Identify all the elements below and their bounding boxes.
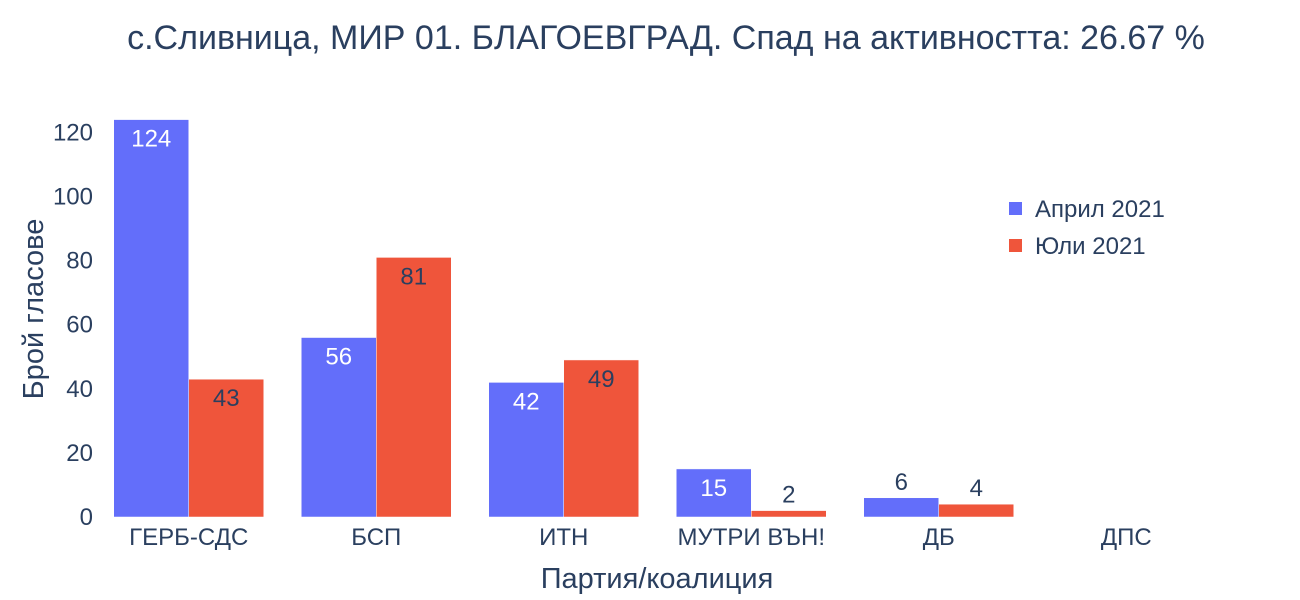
y-tick-label: 80 xyxy=(66,248,93,275)
y-axis-ticks: 0 20 40 60 80 100 120 xyxy=(53,119,93,531)
bar xyxy=(488,382,564,518)
x-tick-label: ДБ xyxy=(923,524,955,551)
bar xyxy=(376,257,452,518)
bar xyxy=(863,497,939,518)
bar xyxy=(676,468,752,518)
bar xyxy=(751,510,827,518)
bar-data-label: 15 xyxy=(700,475,727,502)
legend-swatch xyxy=(1009,239,1022,252)
bar xyxy=(188,378,264,518)
bar-data-label: 43 xyxy=(213,385,240,412)
bar xyxy=(938,503,1014,518)
bar xyxy=(113,119,189,518)
x-tick-label: ГЕРБ-СДС xyxy=(129,524,248,551)
bar-data-label: 6 xyxy=(895,469,908,496)
y-axis-title: Брой гласове xyxy=(18,219,50,400)
bar-data-label: 124 xyxy=(131,126,171,153)
bar-data-label: 4 xyxy=(970,475,983,502)
x-axis-ticks: ГЕРБ-СДС БСП ИТН МУТРИ ВЪН! ДБ ДПС xyxy=(129,524,1152,551)
bar-data-label: 81 xyxy=(400,263,427,290)
bar-labels: 124 43 56 81 42 49 15 2 6 4 xyxy=(131,126,983,509)
legend-item-label: Юли 2021 xyxy=(1035,233,1146,260)
y-tick-label: 0 xyxy=(80,504,93,531)
bar-data-label: 56 xyxy=(325,344,352,371)
bar-data-label: 49 xyxy=(588,366,615,393)
bar xyxy=(301,337,377,518)
x-tick-label: МУТРИ ВЪН! xyxy=(678,524,825,551)
bar-data-label: 42 xyxy=(513,388,540,415)
x-tick-label: ДПС xyxy=(1101,524,1152,551)
y-tick-label: 100 xyxy=(53,184,93,211)
y-tick-label: 40 xyxy=(66,376,93,403)
y-tick-label: 60 xyxy=(66,312,93,339)
x-tick-label: БСП xyxy=(351,524,401,551)
bar xyxy=(563,359,639,518)
x-tick-label: ИТН xyxy=(539,524,588,551)
bars xyxy=(113,119,1202,518)
y-tick-label: 120 xyxy=(53,119,93,146)
legend-item-label: Април 2021 xyxy=(1035,196,1165,223)
legend: Април 2021 Юли 2021 xyxy=(1009,196,1165,260)
bar-data-label: 2 xyxy=(782,482,795,509)
bar xyxy=(1126,516,1202,518)
y-tick-label: 20 xyxy=(66,440,93,467)
legend-swatch xyxy=(1009,202,1022,215)
bar xyxy=(1051,516,1127,518)
x-axis-title: Партия/коалиция xyxy=(541,563,774,595)
chart-title: с.Сливница, МИР 01. БЛАГОЕВГРАД. Спад на… xyxy=(127,19,1205,57)
